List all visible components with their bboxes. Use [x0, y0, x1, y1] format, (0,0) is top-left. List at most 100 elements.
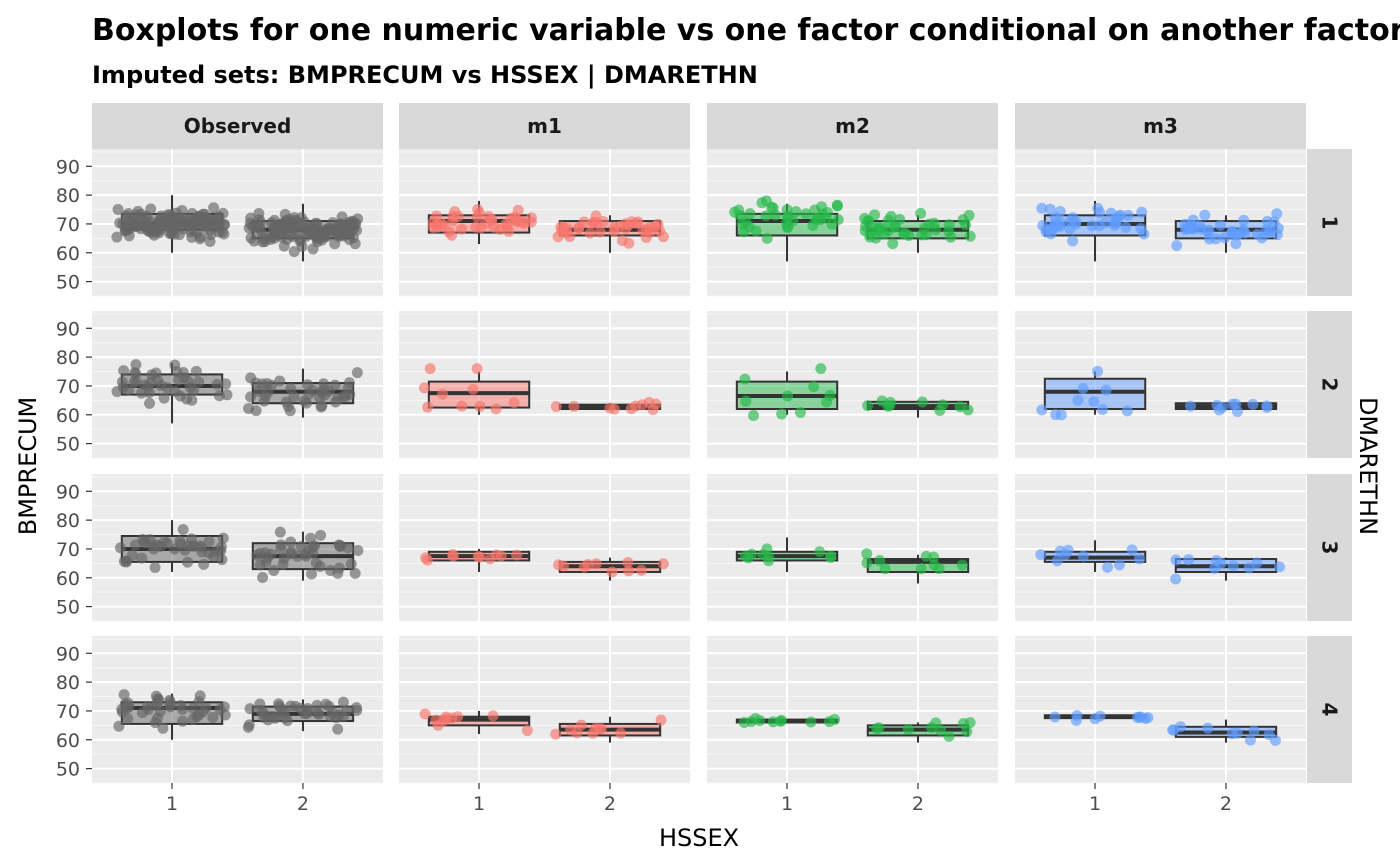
data-point [1274, 561, 1286, 573]
strip-top-label: Observed [184, 114, 292, 138]
data-point [561, 222, 573, 234]
data-point [814, 546, 826, 558]
data-point [456, 400, 468, 412]
data-point [123, 701, 135, 713]
data-point [1185, 400, 1197, 412]
panel-Observed-4 [92, 636, 383, 784]
data-point [307, 541, 319, 553]
data-point [924, 218, 936, 230]
data-point [176, 204, 188, 216]
strip-top-m2 [707, 103, 998, 149]
data-point [171, 366, 183, 378]
data-point [213, 217, 225, 229]
data-point [255, 705, 267, 717]
data-point [1088, 396, 1100, 408]
data-point [280, 396, 292, 408]
data-point [1171, 240, 1183, 252]
data-point [805, 716, 817, 728]
data-point [964, 717, 976, 729]
data-point [164, 699, 176, 711]
data-point [816, 201, 828, 213]
data-point [902, 723, 914, 735]
data-point [1126, 544, 1138, 556]
data-point [244, 703, 256, 715]
data-point [177, 715, 189, 727]
data-point [800, 208, 812, 220]
data-point [447, 550, 459, 562]
data-point [781, 204, 793, 216]
data-point [350, 702, 362, 714]
data-point [253, 386, 265, 398]
data-point [153, 693, 165, 705]
data-point [961, 726, 973, 738]
data-point [864, 231, 876, 243]
data-point [761, 543, 773, 555]
data-point [1055, 409, 1067, 421]
data-point [291, 225, 303, 237]
data-point [1230, 238, 1242, 250]
data-point [889, 221, 901, 233]
data-point [218, 701, 230, 713]
data-point [170, 213, 182, 225]
y-tick-label: 90 [56, 643, 80, 665]
data-point [350, 218, 362, 230]
data-point [1077, 550, 1089, 562]
data-point [1135, 223, 1147, 235]
data-point [934, 404, 946, 416]
y-tick-label: 60 [56, 568, 80, 590]
y-tick-label: 50 [56, 272, 80, 294]
data-point [150, 367, 162, 379]
data-point [1183, 554, 1195, 566]
data-point [815, 363, 827, 375]
data-point [161, 537, 173, 549]
data-point [1187, 223, 1199, 235]
data-point [183, 219, 195, 231]
data-point [1077, 382, 1089, 394]
data-point [243, 719, 255, 731]
data-point [243, 402, 255, 414]
data-point [333, 229, 345, 241]
panel-m2-1 [707, 149, 998, 297]
data-point [258, 395, 270, 407]
data-point [1261, 401, 1273, 413]
data-point [122, 207, 134, 219]
x-tick-label: 1 [781, 793, 793, 815]
data-point [467, 383, 479, 395]
strip-right-label: 3 [1318, 541, 1342, 555]
data-point [584, 227, 596, 239]
data-point [313, 708, 325, 720]
y-tick-label: 80 [56, 347, 80, 369]
data-point [116, 376, 128, 388]
data-point [933, 563, 945, 575]
data-point [587, 217, 599, 229]
data-point [114, 542, 126, 554]
data-point [761, 232, 773, 244]
data-point [623, 565, 635, 577]
data-point [1092, 365, 1104, 377]
data-point [325, 564, 337, 576]
data-point [441, 713, 453, 725]
data-point [1239, 227, 1251, 239]
y-tick-label: 70 [56, 701, 80, 723]
data-point [1219, 232, 1231, 244]
data-point [141, 210, 153, 222]
data-point [157, 722, 169, 734]
strip-top-label: m2 [835, 114, 870, 138]
data-point [161, 382, 173, 394]
data-point [1136, 206, 1148, 218]
data-point [175, 700, 187, 712]
data-point [430, 210, 442, 222]
data-point [550, 400, 562, 412]
data-point [960, 219, 972, 231]
y-tick-label: 50 [56, 759, 80, 781]
data-point [826, 218, 838, 230]
chart-subtitle: Imputed sets: BMPRECUM vs HSSEX | DMARET… [92, 61, 758, 89]
data-point [279, 712, 291, 724]
data-point [215, 541, 227, 553]
data-point [216, 554, 228, 566]
data-point [129, 367, 141, 379]
data-point [319, 389, 331, 401]
data-point [829, 714, 841, 726]
data-point [213, 390, 225, 402]
